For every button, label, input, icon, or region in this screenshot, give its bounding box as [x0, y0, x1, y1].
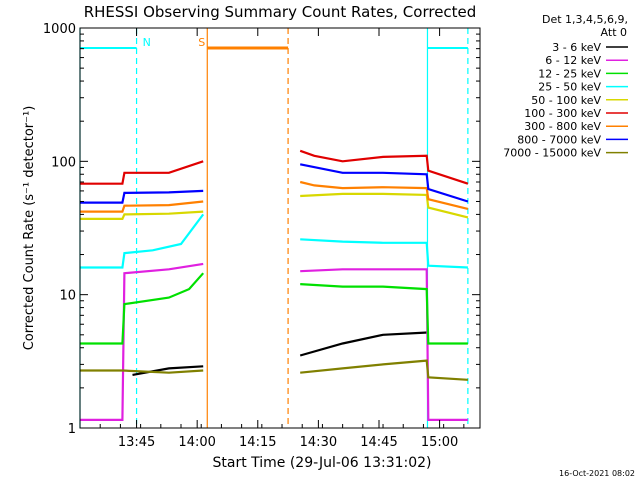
series-line-0-post — [299, 331, 428, 357]
x-tick-label: 14:00 — [178, 435, 215, 450]
series-line-4-pre — [80, 210, 204, 220]
legend-entry-label: 300 - 800 keV — [524, 120, 601, 133]
series-line-3-pre — [80, 213, 205, 269]
y-tick-label: 1000 — [43, 22, 76, 37]
series-line-3-post — [300, 238, 468, 269]
series-line-1-pre — [80, 262, 204, 421]
legend-header-line1: Det 1,3,4,5,6,9, — [542, 13, 628, 26]
saa-label: S — [198, 36, 205, 49]
series-line-4-post — [300, 192, 469, 219]
night-label: N — [143, 36, 151, 49]
series-line-5-post — [299, 149, 469, 185]
legend-entry-label: 7000 - 15000 keV — [503, 147, 601, 160]
ticks-layer: 13:45 14:00 14:15 14:30 14:45 15:00 1 10 100 1000 — [43, 22, 480, 450]
series-line-7-pre — [80, 189, 204, 204]
x-axis-label: Start Time (29-Jul-06 13:31:02) — [212, 455, 431, 471]
legend-entry-label: 25 - 50 keV — [538, 81, 601, 94]
legend-entry-label: 50 - 100 keV — [531, 94, 601, 107]
legend-entry-label: 12 - 25 keV — [538, 67, 601, 80]
plot-frame — [79, 27, 481, 429]
y-axis-label: Corrected Count Rate (s⁻¹ detector⁻¹) — [22, 106, 37, 351]
chart-title: RHESSI Observing Summary Count Rates, Co… — [84, 3, 477, 21]
series-line-8-pre — [80, 369, 204, 374]
x-tick-label: 14:15 — [239, 435, 276, 450]
series-line-6-pre — [80, 200, 204, 213]
x-tick-label: 14:30 — [300, 435, 337, 450]
series-line-7-post — [299, 163, 469, 203]
legend-entry-label: 6 - 12 keV — [545, 54, 601, 67]
series-line-2-pre — [80, 272, 205, 345]
x-tick-label: 14:45 — [360, 435, 397, 450]
series-line-6-post — [299, 180, 469, 210]
legend-entry-label: 3 - 6 keV — [552, 41, 601, 54]
legend-header-line2: Att 0 — [601, 26, 627, 39]
series-line-8-post — [300, 359, 468, 381]
legend-entry-label: 800 - 7000 keV — [517, 133, 601, 146]
generation-timestamp: 16-Oct-2021 08:02 — [559, 469, 635, 478]
series-line-2-post — [300, 283, 468, 345]
y-tick-label: 10 — [59, 289, 76, 304]
series-line-1-post — [300, 268, 468, 421]
x-tick-label: 15:00 — [421, 435, 458, 450]
y-tick-label: 1 — [68, 422, 76, 437]
y-tick-label: 100 — [51, 155, 76, 170]
x-tick-label: 13:45 — [118, 435, 155, 450]
series-line-5-pre — [80, 160, 204, 185]
series-line-0-pre — [132, 365, 204, 376]
legend-entry-label: 100 - 300 keV — [524, 107, 601, 120]
